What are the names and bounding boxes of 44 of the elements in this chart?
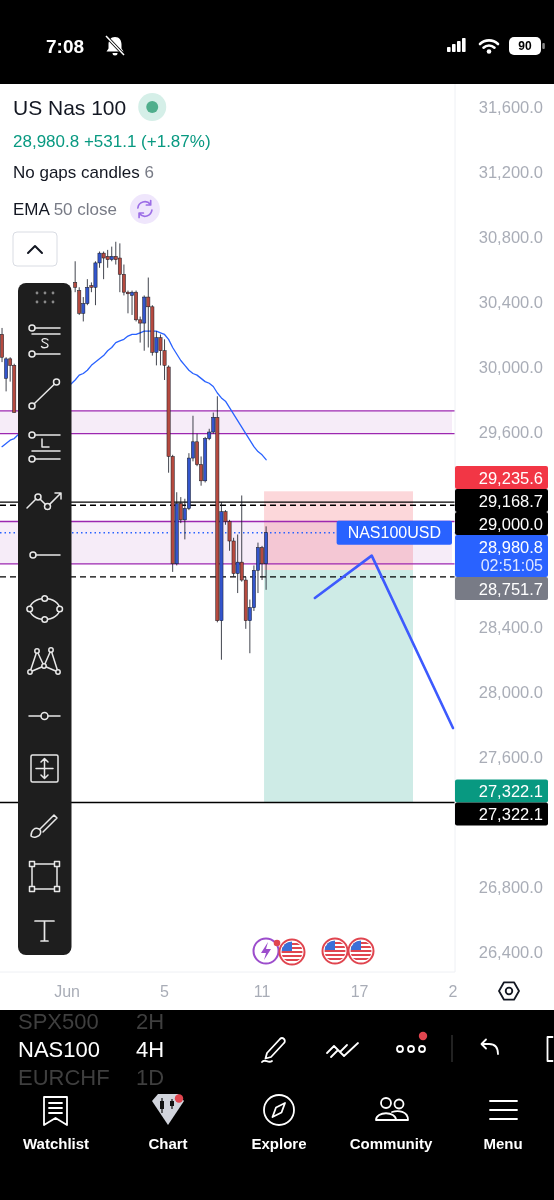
ref-line-label: 29,168.7 (478, 491, 543, 510)
y-tick-label: 31,600.0 (478, 97, 543, 116)
text: 02:51:05 (480, 557, 544, 575)
text: 29,235.6 (478, 468, 543, 487)
x-tick-label: 5 (160, 982, 170, 1000)
ref-line-label: 28,980.8 (478, 537, 543, 556)
y-tick-label: 26,400.0 (478, 943, 543, 962)
y-tick-label: 28,000.0 (478, 683, 543, 702)
y-tick-label: 30,400.0 (478, 292, 543, 311)
text: US Nas 100 (13, 95, 127, 119)
text: SPX500 (18, 1008, 99, 1034)
text: NAS100 (18, 1036, 100, 1062)
text: 28,751.7 (478, 579, 543, 598)
annotation: No gaps candles 6 (13, 162, 154, 182)
x-tick-label: 17 (350, 982, 369, 1000)
text: 27,322.1 (478, 782, 543, 801)
text: Menu (483, 1134, 523, 1152)
y-tick-label: 28,400.0 (478, 618, 543, 637)
candlestick (130, 290, 134, 316)
y-tick-label: 30,000.0 (478, 357, 543, 376)
x-tick-label: 11 (253, 982, 271, 1000)
text: 90 (518, 39, 532, 53)
text: 2H (136, 1008, 165, 1034)
y-tick-label: 26,800.0 (478, 878, 543, 897)
x-tick-label: Jun (54, 982, 80, 1000)
text: EURCHF (18, 1064, 110, 1090)
text: Community (349, 1134, 433, 1152)
text: 4H (136, 1036, 165, 1062)
y-tick-label: 27,600.0 (478, 748, 543, 767)
annotation: NAS100USD (347, 524, 441, 542)
text: 1D (136, 1064, 165, 1090)
text: Chart (148, 1134, 188, 1152)
ref-line-label: 27,322.1 (478, 805, 543, 824)
candlestick (117, 242, 122, 293)
text: 28,980.8 +531.1 (+1.87%) (13, 131, 211, 151)
x-tick-label: 2 (448, 982, 458, 1000)
annotation: EMA 50 close (13, 199, 117, 219)
text: 29,000.0 (478, 514, 543, 533)
y-tick-label: 29,600.0 (478, 423, 543, 442)
text: Watchlist (22, 1134, 90, 1152)
text: 7:08 (45, 35, 85, 57)
y-tick-label: 30,800.0 (478, 227, 543, 246)
text: Explore (251, 1134, 307, 1152)
y-tick-label: 31,200.0 (478, 162, 543, 181)
